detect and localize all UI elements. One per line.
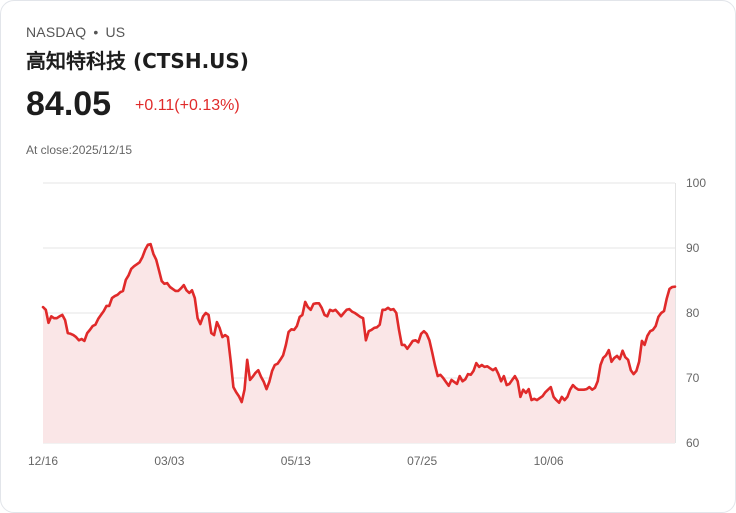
price-line: [41, 242, 677, 404]
stock-price: 84.05: [26, 85, 112, 123]
close-date: At close:2025/12/15: [26, 143, 133, 157]
exchange-line: NASDAQ • US: [26, 24, 125, 40]
x-tick-label: 07/25: [407, 454, 437, 468]
region: US: [105, 24, 126, 40]
price-change: +0.11(+0.13%): [135, 97, 240, 114]
y-tick-label: 80: [686, 306, 700, 320]
stock-title: 高知特科技 (CTSH.US): [26, 49, 249, 73]
exchange-name: NASDAQ: [26, 24, 87, 40]
y-tick-label: 60: [686, 436, 700, 450]
y-tick-label: 70: [686, 371, 700, 385]
price-area-fill: [43, 244, 675, 443]
separator-dot: •: [93, 24, 99, 40]
y-tick-label: 90: [686, 241, 700, 255]
y-tick-label: 100: [686, 176, 706, 190]
x-tick-label: 05/13: [281, 454, 311, 468]
x-tick-label: 12/16: [28, 454, 58, 468]
x-tick-label: 03/03: [154, 454, 184, 468]
x-tick-label: 10/06: [534, 454, 564, 468]
